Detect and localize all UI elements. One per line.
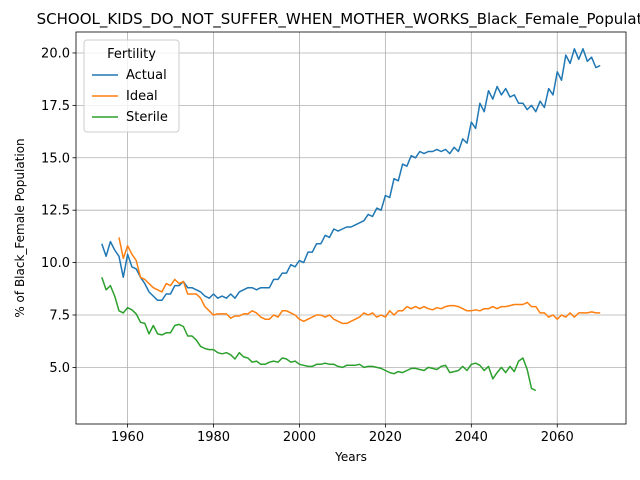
y-tick-label: 12.5 bbox=[41, 204, 70, 219]
legend-items: Actual Ideal Sterile bbox=[92, 68, 168, 125]
legend-box bbox=[83, 39, 180, 133]
legend-title: Fertility bbox=[107, 47, 156, 62]
series-line-ideal bbox=[118, 237, 601, 325]
x-tick-label: 2020 bbox=[369, 430, 402, 445]
plot-area bbox=[75, 31, 627, 425]
x-tick-label: 1960 bbox=[111, 430, 144, 445]
x-tick-label: 2000 bbox=[283, 430, 316, 445]
y-tick-label: 17.5 bbox=[41, 99, 70, 114]
legend-label-actual: Actual bbox=[126, 68, 167, 83]
x-axis: 1960 1980 2000 2020 2040 2060 bbox=[111, 424, 574, 445]
y-tick-label: 20.0 bbox=[41, 46, 70, 61]
chart-title: SCHOOL_KIDS_DO_NOT_SUFFER_WHEN_MOTHER_WO… bbox=[37, 10, 640, 29]
y-tick-label: 10.0 bbox=[41, 256, 70, 271]
legend: Fertility Actual Ideal Sterile bbox=[83, 39, 180, 133]
x-tick-label: 1980 bbox=[197, 430, 230, 445]
grid bbox=[76, 32, 626, 424]
x-tick-label: 2060 bbox=[541, 430, 574, 445]
y-axis-label: % of Black_Female Population bbox=[13, 138, 27, 317]
x-tick-label: 2040 bbox=[455, 430, 488, 445]
x-axis-label: Years bbox=[334, 450, 367, 464]
y-axis: 5.0 7.5 10.0 12.5 15.0 17.5 20.0 bbox=[41, 46, 76, 376]
legend-label-ideal: Ideal bbox=[126, 89, 158, 104]
series-layer bbox=[101, 48, 601, 392]
y-tick-label: 5.0 bbox=[49, 361, 70, 376]
series-line-sterile bbox=[101, 277, 537, 392]
y-tick-label: 15.0 bbox=[41, 151, 70, 166]
legend-label-sterile: Sterile bbox=[126, 110, 168, 125]
y-tick-label: 7.5 bbox=[49, 308, 70, 323]
